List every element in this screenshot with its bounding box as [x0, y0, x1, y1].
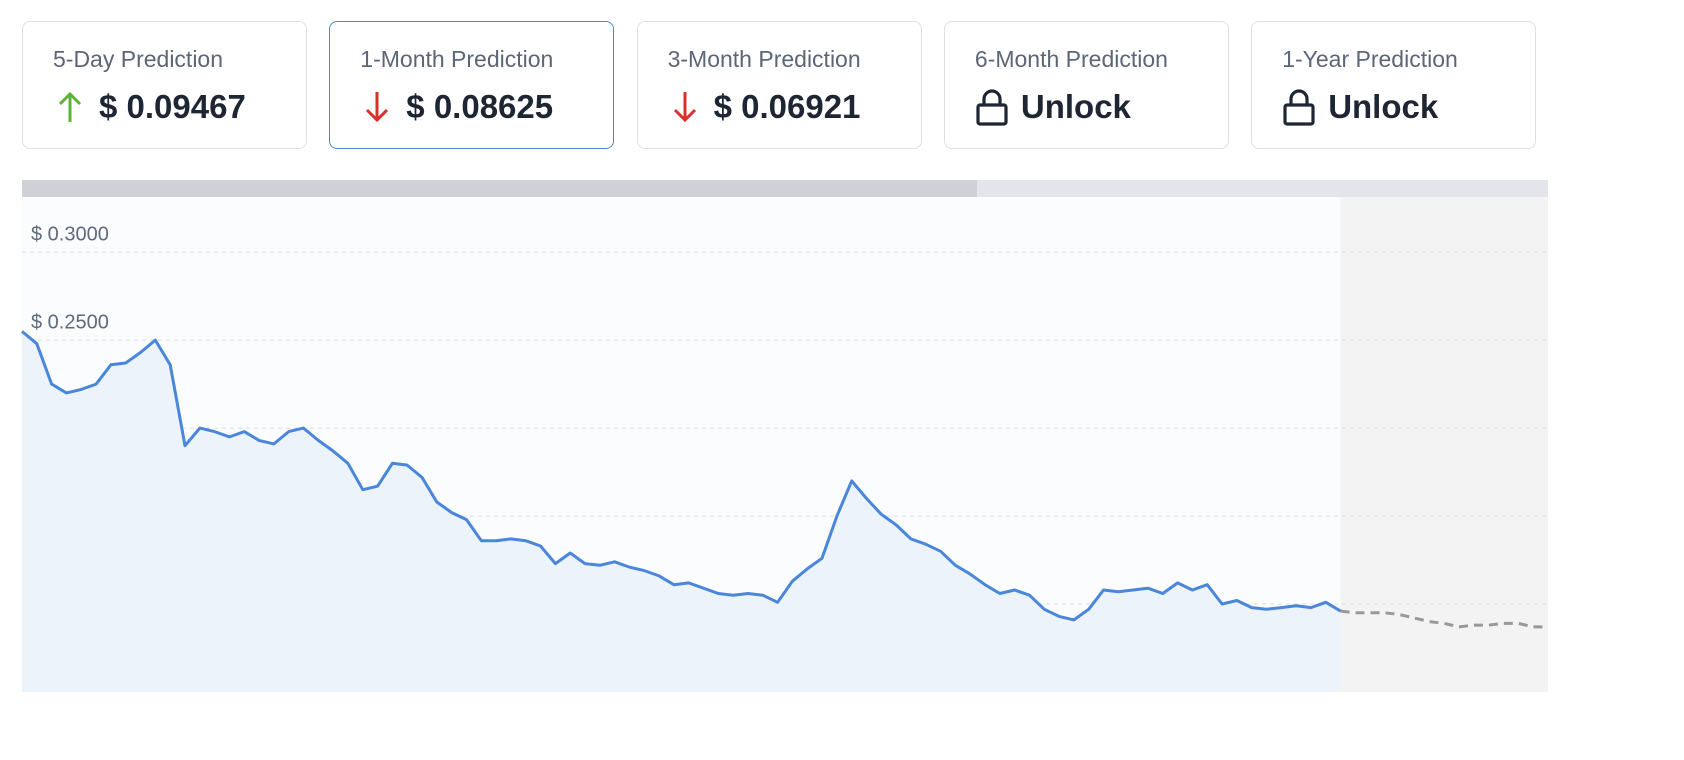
price-line — [21, 330, 1342, 622]
prediction-card[interactable]: 1-Year Prediction Unlock — [1251, 21, 1537, 149]
card-value: Unlock — [1282, 88, 1438, 126]
prediction-card[interactable]: 1-Month Prediction $ 0.08625 — [329, 21, 615, 149]
card-title: 3-Month Prediction — [667, 46, 861, 72]
trend-icon — [1283, 89, 1315, 126]
card-title: 1-Month Prediction — [360, 46, 554, 72]
value-text: Unlock — [1020, 88, 1131, 125]
lock-body — [976, 103, 1008, 126]
value-text: $ 0.06921 — [713, 88, 861, 125]
value-text: Unlock — [1328, 88, 1439, 125]
card-title: 1-Year Prediction — [1282, 46, 1458, 72]
trend-icon — [58, 91, 82, 122]
area-fill — [22, 331, 1341, 692]
value-text: $ 0.08625 — [406, 88, 554, 125]
forecast-line — [1340, 609, 1548, 629]
range-handle[interactable] — [22, 180, 977, 197]
prediction-card[interactable]: 5-Day Prediction $ 0.09467 — [22, 21, 307, 149]
arrow-up — [58, 91, 82, 122]
prediction-card[interactable]: 3-Month Prediction $ 0.06921 — [636, 21, 922, 149]
lock-body — [1283, 103, 1315, 126]
trend-icon — [673, 92, 696, 123]
prediction-card[interactable]: 6-Month Prediction Unlock — [943, 21, 1229, 149]
value-text: $ 0.09467 — [99, 88, 246, 125]
card-title: 5-Day Prediction — [53, 46, 224, 72]
arrow-down — [366, 92, 389, 123]
card-title: 6-Month Prediction — [974, 46, 1168, 72]
trend-icon — [366, 92, 389, 123]
arrow-down — [673, 92, 696, 123]
card-value: Unlock — [975, 88, 1131, 126]
y-tick-label: $ 0.3000 — [31, 223, 109, 245]
lock-shackle — [1289, 89, 1309, 105]
card-value: $ 0.09467 — [53, 88, 246, 126]
lock-shackle — [982, 89, 1002, 105]
y-tick-label: $ 0.2500 — [31, 311, 109, 333]
card-value: $ 0.06921 — [668, 88, 861, 126]
trend-icon — [976, 89, 1008, 126]
forecast-region — [1340, 197, 1548, 692]
card-value: $ 0.08625 — [360, 88, 553, 126]
